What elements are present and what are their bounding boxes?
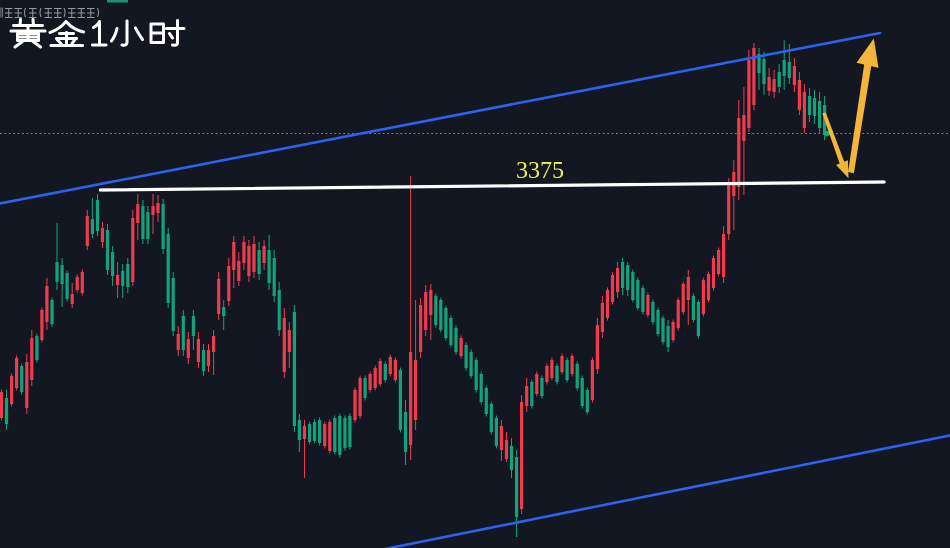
svg-text:3375: 3375 xyxy=(516,158,564,184)
